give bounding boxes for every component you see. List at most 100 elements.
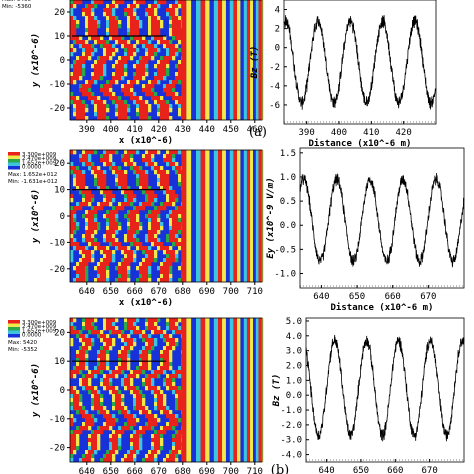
heatmap-cell <box>130 32 134 37</box>
heatmap-cell <box>115 386 119 391</box>
heatmap-cell <box>112 446 116 451</box>
heatmap-cell <box>82 182 86 187</box>
heatmap-cell <box>163 338 167 343</box>
heatmap-cell <box>172 214 176 219</box>
heatmap-cell <box>103 358 107 363</box>
heatmap-cell <box>124 234 128 239</box>
heatmap-cell <box>145 350 149 355</box>
heatmap-cell <box>178 318 182 323</box>
heatmap-cell <box>106 450 110 455</box>
heatmap-cell <box>106 44 110 49</box>
heatmap-cell <box>88 44 92 49</box>
heatmap-cell <box>142 266 146 271</box>
heatmap-cell <box>109 44 113 49</box>
legend-color-swatch <box>8 152 20 156</box>
heatmap-cell <box>178 20 182 25</box>
heatmap-cell <box>175 330 179 335</box>
heatmap-cell <box>70 44 74 49</box>
heatmap-cell <box>142 258 146 263</box>
heatmap-cell <box>79 154 83 159</box>
heatmap-cell <box>178 150 182 155</box>
heatmap-cell <box>79 406 83 411</box>
heatmap-cell <box>85 198 89 203</box>
heatmap-cell <box>154 418 158 423</box>
heatmap-stripe <box>246 150 251 282</box>
y-tick-label: 20 <box>54 159 65 169</box>
heatmap-cell <box>157 150 161 155</box>
heatmap-cell <box>85 426 89 431</box>
heatmap-cell <box>175 162 179 167</box>
heatmap-cell <box>169 278 173 283</box>
heatmap-cell <box>103 254 107 259</box>
heatmap-cell <box>133 8 137 13</box>
heatmap-cell <box>103 108 107 113</box>
heatmap-cell <box>88 158 92 163</box>
heatmap-cell <box>73 374 77 379</box>
heatmap-cell <box>133 44 137 49</box>
heatmap-cell <box>166 104 170 109</box>
heatmap-cell <box>88 382 92 387</box>
heatmap-cell <box>148 374 152 379</box>
heatmap-cell <box>79 246 83 251</box>
x-tick-label: 640 <box>313 292 329 302</box>
heatmap-cell <box>154 48 158 53</box>
heatmap-cell <box>175 254 179 259</box>
heatmap-cell <box>103 194 107 199</box>
heatmap-cell <box>106 20 110 25</box>
heatmap-cell <box>148 44 152 49</box>
heatmap-cell <box>70 166 74 171</box>
heatmap-cell <box>121 402 125 407</box>
heatmap-cell <box>76 434 80 439</box>
heatmap-cell <box>109 226 113 231</box>
heatmap-cell <box>154 4 158 9</box>
heatmap-cell <box>109 16 113 21</box>
heatmap-cell <box>142 56 146 61</box>
heatmap-cell <box>112 338 116 343</box>
heatmap-cell <box>115 48 119 53</box>
heatmap-cell <box>94 406 98 411</box>
heatmap-cell <box>163 402 167 407</box>
heatmap-cell <box>70 414 74 419</box>
heatmap-cell <box>103 186 107 191</box>
heatmap-cell <box>127 362 131 367</box>
heatmap-cell <box>130 12 134 17</box>
heatmap-cell <box>157 246 161 251</box>
heatmap-cell <box>145 158 149 163</box>
heatmap-cell <box>148 350 152 355</box>
heatmap-cell <box>118 178 122 183</box>
heatmap-cell <box>79 346 83 351</box>
heatmap-cell <box>76 430 80 435</box>
heatmap-cell <box>103 72 107 77</box>
heatmap-cell <box>112 170 116 175</box>
heatmap-cell <box>151 342 155 347</box>
heatmap-cell <box>100 186 104 191</box>
heatmap-cell <box>85 48 89 53</box>
heatmap-cell <box>82 426 86 431</box>
heatmap-cell <box>154 80 158 85</box>
heatmap-cell <box>91 450 95 455</box>
legend-color-swatch <box>8 155 20 159</box>
heatmap-cell <box>103 68 107 73</box>
heatmap-cell <box>175 414 179 419</box>
heatmap-cell <box>121 246 125 251</box>
heatmap-cell <box>103 178 107 183</box>
heatmap-cell <box>94 150 98 155</box>
x-tick-label: 650 <box>349 292 365 302</box>
heatmap-cell <box>82 362 86 367</box>
y-tick-label: 3.0 <box>286 347 302 357</box>
heatmap-cell <box>151 202 155 207</box>
heatmap-cell <box>106 238 110 243</box>
heatmap-cell <box>130 238 134 243</box>
heatmap-cell <box>91 322 95 327</box>
heatmap-cell <box>118 398 122 403</box>
heatmap-stripe <box>209 0 214 120</box>
heatmap-cell <box>166 262 170 267</box>
heatmap-cell <box>97 442 101 447</box>
heatmap-cell <box>163 64 167 69</box>
heatmap-cell <box>172 4 176 9</box>
heatmap-cell <box>145 88 149 93</box>
heatmap-cell <box>151 32 155 37</box>
heatmap-cell <box>166 64 170 69</box>
heatmap-cell <box>91 28 95 33</box>
heatmap-cell <box>73 166 77 171</box>
